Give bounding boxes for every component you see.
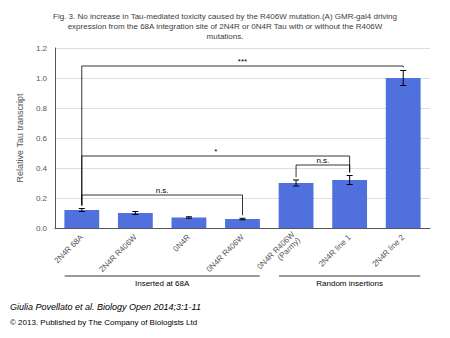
svg-text:0N4R: 0N4R	[171, 233, 192, 254]
svg-text:Inserted at 68A: Inserted at 68A	[135, 279, 190, 288]
svg-text:Fig. 3. No increase in Tau-med: Fig. 3. No increase in Tau-mediated toxi…	[53, 12, 397, 21]
svg-text:0.2: 0.2	[36, 194, 48, 203]
svg-text:© 2013. Published by The Compa: © 2013. Published by The Company of Biol…	[10, 318, 197, 327]
svg-text:Random insertions: Random insertions	[316, 279, 383, 288]
svg-text:n.s.: n.s.	[156, 186, 169, 195]
svg-text:0.6: 0.6	[36, 134, 48, 143]
svg-text:mutations.: mutations.	[207, 32, 244, 41]
svg-text:*: *	[214, 147, 217, 156]
svg-text:0.8: 0.8	[36, 104, 48, 113]
svg-text:1.2: 1.2	[36, 44, 48, 53]
svg-text:(Parmy): (Parmy)	[276, 235, 303, 262]
svg-text:expression from the 68A integr: expression from the 68A integration site…	[68, 22, 383, 31]
svg-text:***: ***	[238, 57, 247, 66]
svg-text:0N4R R406W: 0N4R R406W	[255, 230, 297, 272]
svg-text:Relative Tau transcript: Relative Tau transcript	[15, 93, 25, 182]
svg-text:0N4R R406W: 0N4R R406W	[204, 232, 246, 274]
svg-text:0.4: 0.4	[36, 164, 48, 173]
svg-text:2N4R line 2: 2N4R line 2	[371, 232, 407, 268]
svg-text:0.0: 0.0	[36, 224, 48, 233]
svg-text:2N4R line 1: 2N4R line 1	[317, 232, 353, 268]
svg-text:2N4R R406W: 2N4R R406W	[97, 232, 139, 274]
svg-text:n.s.: n.s.	[316, 156, 329, 165]
svg-text:Giulia Povellato et al. Biolog: Giulia Povellato et al. Biology Open 201…	[10, 302, 201, 312]
svg-text:2N4R 68A: 2N4R 68A	[53, 232, 86, 265]
svg-text:1.0: 1.0	[36, 74, 48, 83]
